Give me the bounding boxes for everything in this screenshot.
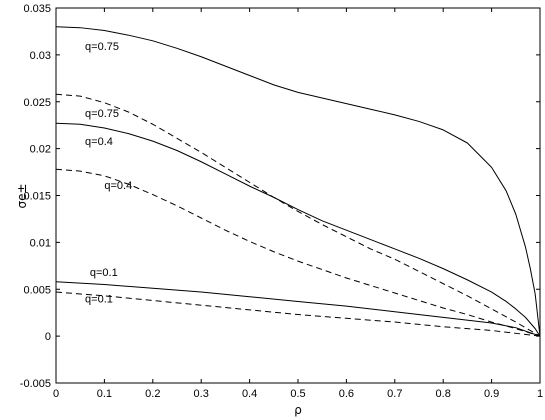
x-tick-label: 0.6 <box>339 388 354 400</box>
y-tick-label: 0.03 <box>30 50 51 62</box>
y-tick-label: 0.01 <box>30 237 51 249</box>
y-tick-label: -0.005 <box>20 378 51 390</box>
curve-annotation: q=0.75 <box>85 41 119 53</box>
x-tick-label: 0.8 <box>436 388 451 400</box>
y-tick-label: 0.035 <box>23 3 51 15</box>
series-line-4 <box>55 168 541 337</box>
x-tick-label: 0 <box>53 388 59 400</box>
y-tick-label: 0.02 <box>30 144 51 156</box>
x-tick-label: 1 <box>537 388 543 400</box>
series-line-2 <box>55 93 541 337</box>
series-line-1 <box>55 26 541 337</box>
x-tick-label: 0.4 <box>242 388 257 400</box>
x-tick-label: 0.7 <box>387 388 402 400</box>
x-tick-label: 0.3 <box>194 388 209 400</box>
curve-annotation: q=0.4 <box>104 180 132 192</box>
series-line-6 <box>55 291 541 337</box>
x-axis-label: ρ <box>294 403 302 417</box>
plot-frame <box>55 7 541 384</box>
annotation-layer: q=0.75 q=0.75 q=0.4 q=0.4 q=0.1 q=0.1 <box>85 41 132 305</box>
x-tick-label: 0.5 <box>290 388 305 400</box>
y-tick-label: 0.005 <box>23 284 51 296</box>
y-axis: -0.005 0 0.005 0.01 0.015 0.02 0.025 0.03 0.035 <box>20 3 540 390</box>
curve-annotation: q=0.1 <box>90 267 118 279</box>
curve-annotation: q=0.75 <box>85 108 119 120</box>
y-tick-label: 0 <box>45 331 51 343</box>
x-tick-label: 0.1 <box>97 388 112 400</box>
x-tick-label: 0.9 <box>484 388 499 400</box>
x-tick-label: 0.2 <box>145 388 160 400</box>
series-line-5 <box>55 281 541 337</box>
series-layer <box>55 26 541 337</box>
y-tick-label: 0.015 <box>23 191 51 203</box>
y-axis-label: σe± <box>15 183 29 208</box>
series-line-3 <box>55 122 541 337</box>
x-axis: 0 0.1 0.2 0.3 0.4 0.5 0.6 0.7 0.8 0.9 1 <box>53 8 543 400</box>
curve-annotation: q=0.4 <box>85 136 113 148</box>
y-tick-label: 0.025 <box>23 97 51 109</box>
curve-annotation: q=0.1 <box>85 293 113 305</box>
